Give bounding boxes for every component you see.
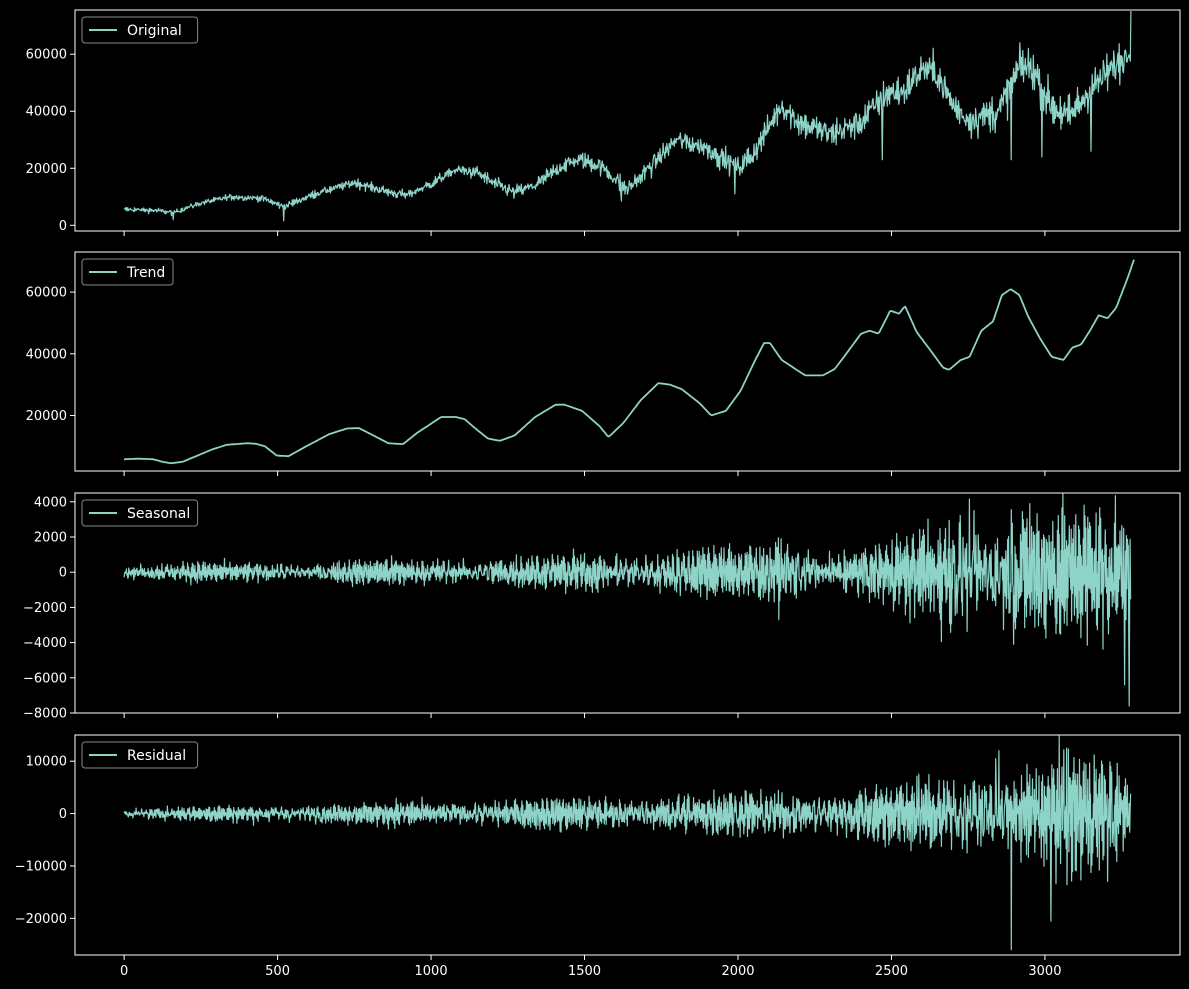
residual-x-tick-label-6: 3000 (1028, 964, 1061, 979)
residual-legend-label: Residual (127, 748, 186, 764)
residual-y-tick-label-3: 10000 (26, 755, 67, 770)
residual-x-tick-label-4: 2000 (721, 964, 754, 979)
seasonal-y-tick-label-3: −2000 (23, 601, 67, 616)
seasonal-y-tick-label-0: −8000 (23, 707, 67, 722)
original-axes-frame (74, 9, 1181, 232)
residual-x-tick-label-2: 1000 (415, 964, 448, 979)
original-legend: Original (81, 16, 199, 44)
residual-x-tick-label-3: 1500 (568, 964, 601, 979)
seasonal-series-line (123, 493, 1132, 707)
original-y-tick-label-1: 20000 (26, 162, 67, 177)
seasonal-legend: Seasonal (81, 499, 199, 527)
original-x-ticks (123, 231, 1046, 236)
residual-x-tick-label-5: 2500 (875, 964, 908, 979)
residual-y-tick-label-1: −10000 (15, 859, 67, 874)
seasonal-y-tick-label-2: −4000 (23, 636, 67, 651)
trend-y-tick-label-0: 20000 (26, 409, 67, 424)
panel-trend: 20000 40000 60000 Trend (26, 251, 1181, 476)
residual-y-tick-label-2: 0 (59, 807, 67, 822)
trend-legend-box (81, 258, 174, 286)
original-series-line (123, 10, 1132, 222)
original-y-tick-label-2: 40000 (26, 105, 67, 120)
trend-legend: Trend (81, 258, 174, 286)
residual-y-ticks: −20000 −10000 0 10000 (15, 755, 75, 927)
trend-legend-label: Trend (126, 265, 165, 281)
trend-y-tick-label-2: 60000 (26, 286, 67, 301)
seasonal-legend-label: Seasonal (127, 506, 190, 522)
seasonal-y-tick-label-5: 2000 (34, 531, 67, 546)
residual-y-tick-label-0: −20000 (15, 912, 67, 927)
residual-x-tick-label-0: 0 (120, 964, 128, 979)
panel-seasonal: −8000 −6000 −4000 −2000 0 2000 4000 Seasonal (23, 492, 1181, 722)
panel-residual: −20000 −10000 0 10000 0 500 1000 1500 2000 2500 3… (15, 734, 1181, 979)
residual-x-ticks: 0 500 1000 1500 2000 2500 3000 (120, 955, 1061, 979)
seasonal-y-tick-label-1: −6000 (23, 671, 67, 686)
seasonal-y-tick-label-6: 4000 (34, 495, 67, 510)
original-y-tick-label-0: 0 (59, 219, 67, 234)
original-legend-label: Original (127, 23, 182, 39)
original-y-tick-label-3: 60000 (26, 48, 67, 63)
residual-series-line (123, 735, 1132, 951)
seasonal-y-tick-label-4: 0 (59, 566, 67, 581)
trend-x-ticks (123, 471, 1046, 476)
residual-legend-box (81, 741, 199, 769)
seasonal-legend-box (81, 499, 199, 527)
trend-y-tick-label-1: 40000 (26, 347, 67, 362)
residual-x-tick-label-1: 500 (265, 964, 290, 979)
seasonal-x-ticks (123, 713, 1046, 718)
panel-original: 0 20000 40000 60000 Original (26, 9, 1181, 236)
trend-series-line (124, 259, 1135, 465)
seasonal-y-ticks: −8000 −6000 −4000 −2000 0 2000 4000 (23, 495, 75, 722)
original-legend-box (81, 16, 199, 44)
original-y-ticks: 0 20000 40000 60000 (26, 48, 75, 234)
residual-axes-frame (74, 734, 1181, 956)
trend-y-ticks: 20000 40000 60000 (26, 286, 75, 424)
residual-legend: Residual (81, 741, 199, 769)
seasonal-axes-frame (74, 492, 1181, 714)
trend-axes-frame (74, 251, 1181, 472)
